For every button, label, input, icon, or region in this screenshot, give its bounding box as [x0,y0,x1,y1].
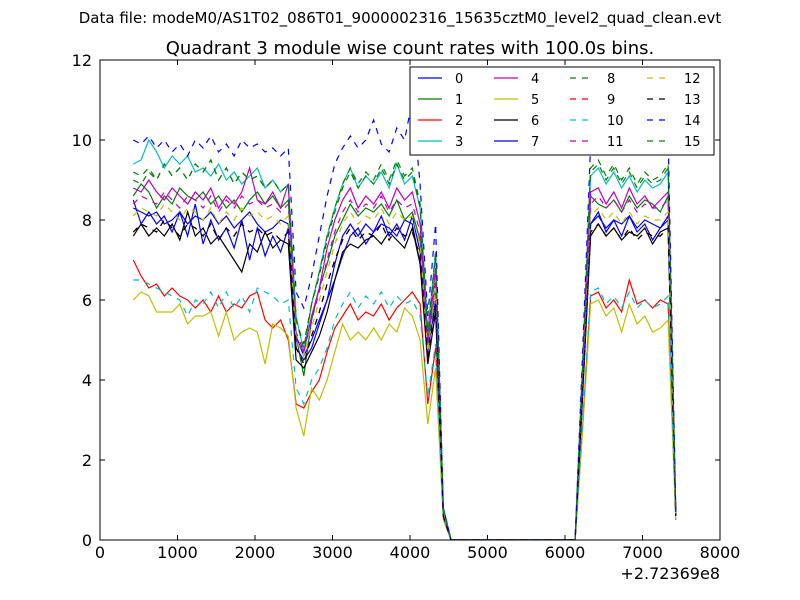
legend-label-0: 0 [455,72,463,87]
x-tick-label: 0 [95,543,105,562]
x-tick-label: 8000 [700,543,741,562]
plot-area: 0 1000 2000 3000 4000 5000 6000 7000 8000 0 2 4 6 8 1… [72,51,741,562]
legend-frame [409,66,715,156]
legend-label-10: 10 [607,114,624,129]
series-line-13 [132,219,677,540]
data-file-header: Data file: modeM0/AS1T02_086T01_90000023… [79,9,722,28]
x-tick-label: 2000 [235,543,276,562]
series-line-11 [132,191,677,540]
series-line-15 [133,158,677,540]
x-axis: 0 1000 2000 3000 4000 5000 6000 7000 8000 [95,60,740,562]
series-line-14 [133,99,677,540]
legend-label-12: 12 [684,72,701,87]
x-tick-label: 5000 [467,543,508,562]
legend-label-9: 9 [607,93,615,108]
legend-label-7: 7 [531,135,539,150]
series-layer [132,99,677,540]
series-line-12 [132,203,677,540]
legend-label-2: 2 [455,114,463,129]
legend-label-1: 1 [455,93,463,108]
y-tick-label: 2 [82,451,92,470]
y-tick-label: 4 [82,371,92,390]
x-tick-label: 6000 [545,543,586,562]
legend-label-5: 5 [531,93,539,108]
x-axis-offset-label: +2.72369e8 [620,564,720,583]
chart-title: Quadrant 3 module wise count rates with … [166,38,655,59]
y-tick-label: 0 [82,531,92,550]
x-tick-label: 7000 [622,543,663,562]
legend-label-8: 8 [607,72,615,87]
legend-label-4: 4 [531,72,539,87]
x-tick-label: 1000 [157,543,198,562]
y-tick-label: 8 [82,211,92,230]
legend-label-13: 13 [684,93,701,108]
y-tick-label: 10 [72,131,92,150]
y-tick-label: 12 [72,51,92,70]
x-tick-label: 4000 [390,543,431,562]
legend-label-6: 6 [531,114,539,129]
y-tick-label: 6 [82,291,92,310]
x-tick-label: 3000 [312,543,353,562]
legend-label-11: 11 [607,135,624,150]
legend-label-3: 3 [455,135,463,150]
legend-label-14: 14 [684,114,701,129]
legend-label-15: 15 [684,135,701,150]
series-line-5 [132,291,677,540]
